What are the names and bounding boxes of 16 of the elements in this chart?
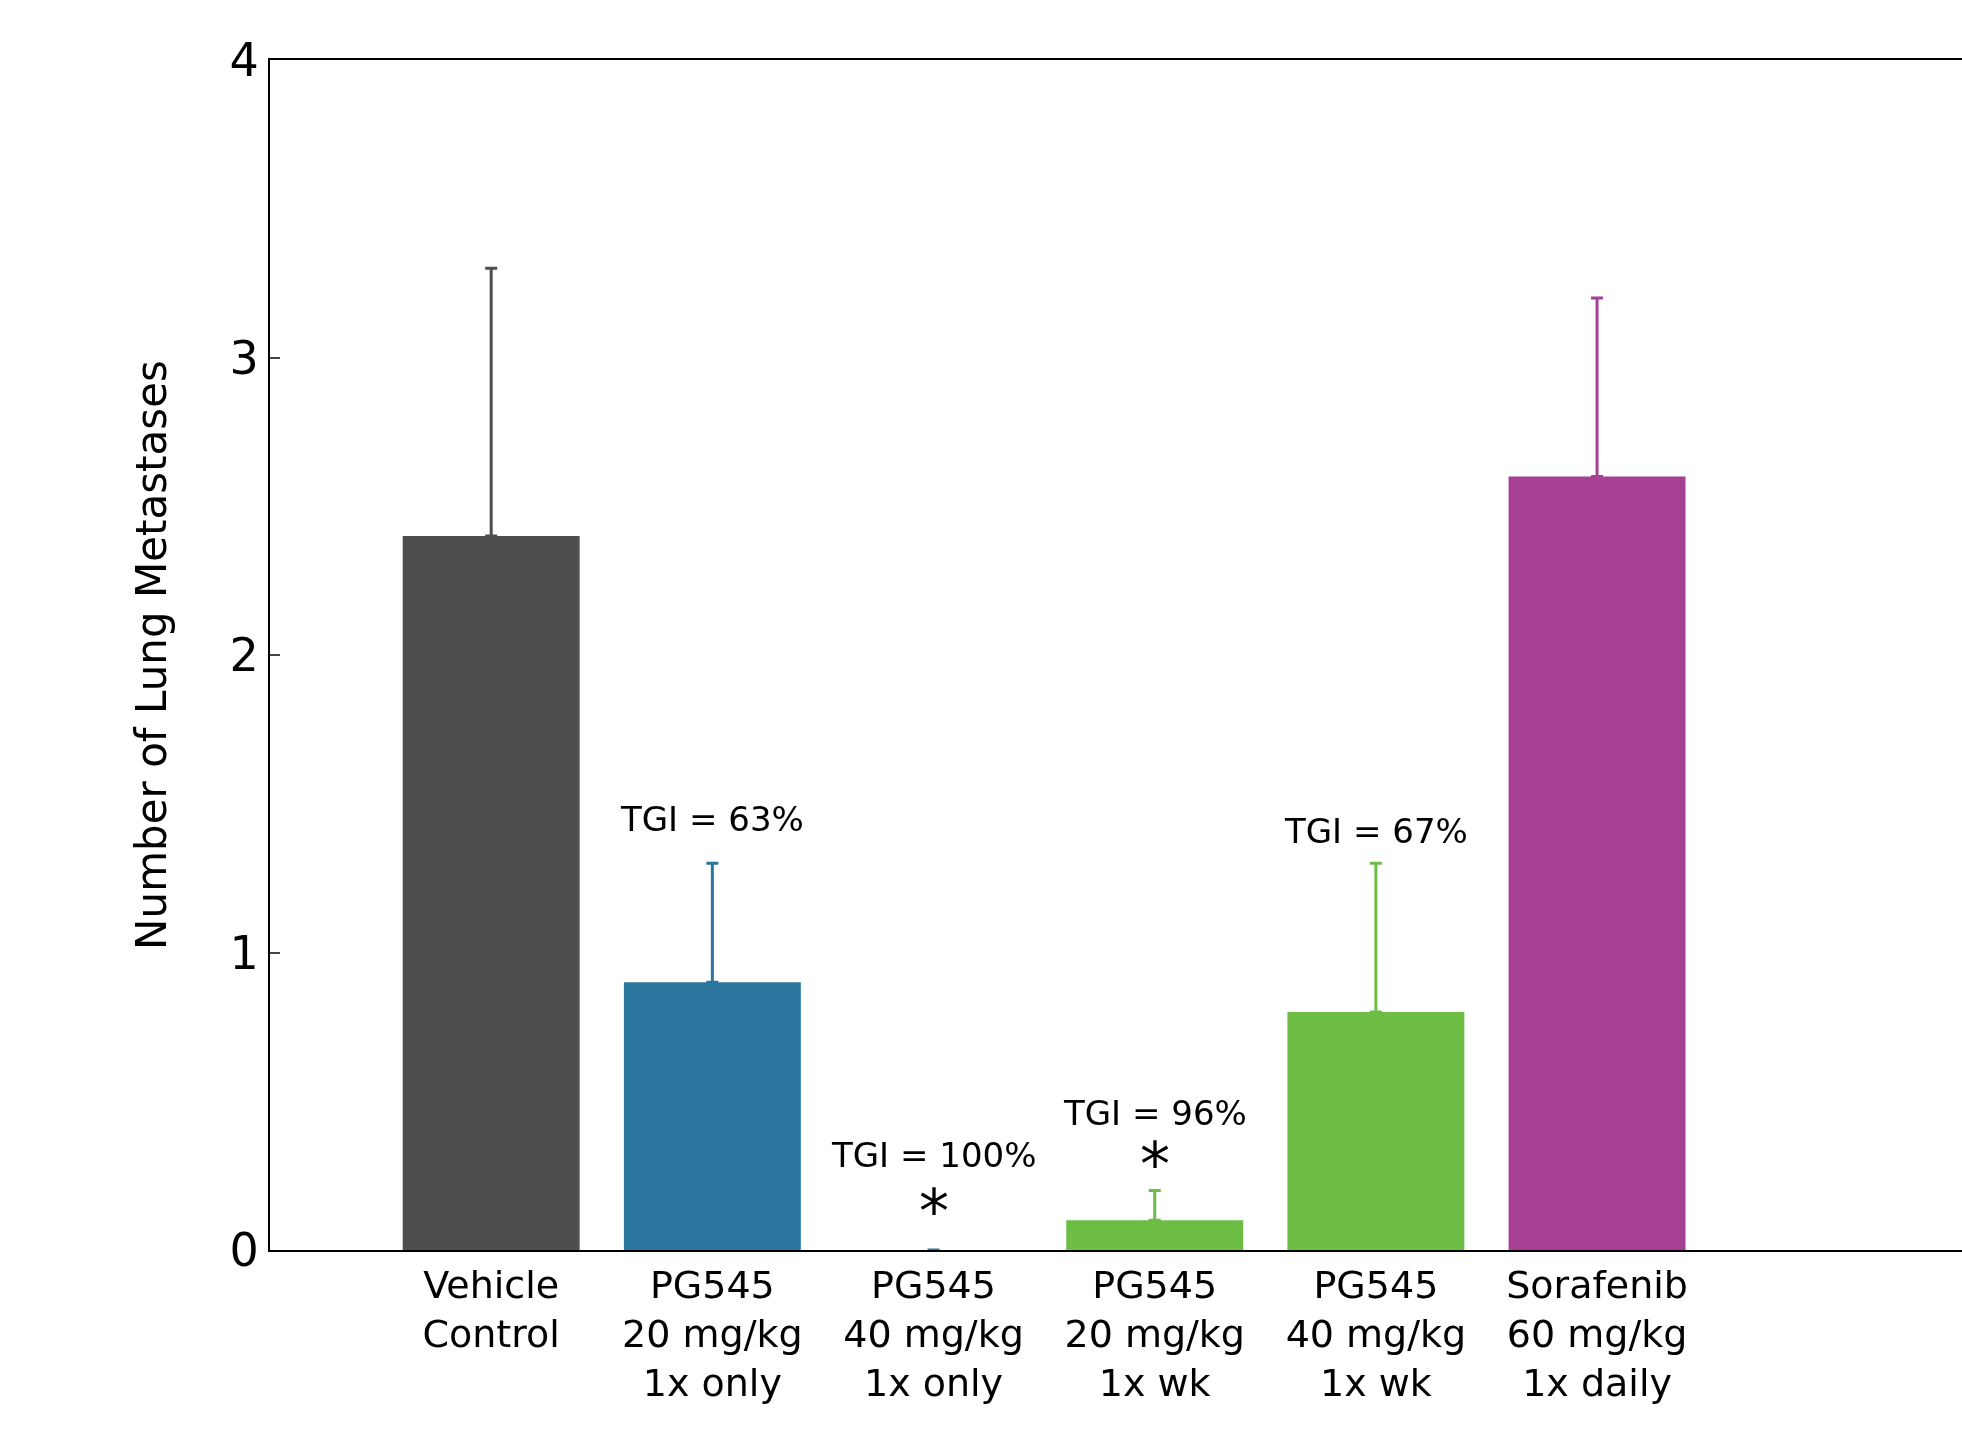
annotation: TGI = 67% [1284,811,1468,851]
x-tick-label: PG545 40 mg/kg 1x only [843,1262,1024,1406]
x-tick-label: PG545 20 mg/kg 1x wk [1064,1262,1245,1406]
y-tick-label: 3 [229,330,259,385]
annotation: TGI = 100% [831,1135,1037,1175]
x-tick-label: Sorafenib 60 mg/kg 1x daily [1506,1262,1688,1406]
x-tick-label: PG545 40 mg/kg 1x wk [1285,1262,1467,1406]
y-tick-label: 1 [229,925,259,980]
y-tick-label: 4 [229,33,259,88]
annotation: * [919,1176,949,1246]
x-tick-label: PG545 20 mg/kg 1x only [622,1262,803,1406]
y-axis-title: Number of Lung Metastases [126,360,176,950]
annotation: TGI = 63% [620,799,804,839]
y-tick-label: 0 [229,1223,259,1278]
y-tick-label: 2 [229,628,259,683]
x-tick-label: Vehicle Control [422,1262,560,1356]
